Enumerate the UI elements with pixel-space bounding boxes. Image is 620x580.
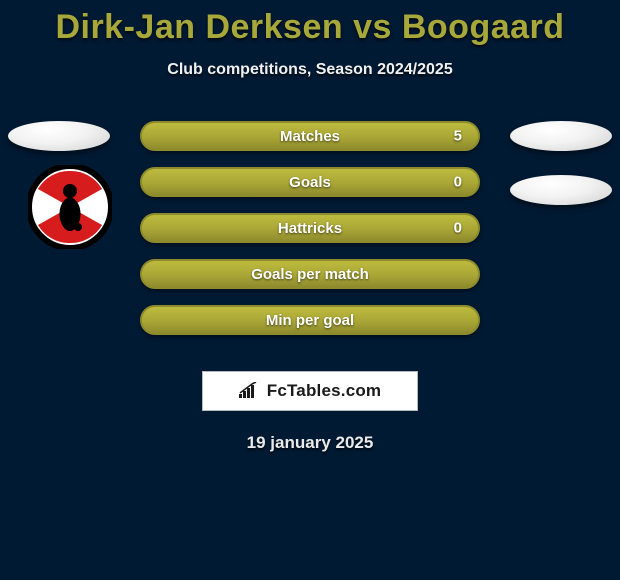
date-text: 19 january 2025 [0,433,620,453]
stat-bar-goals-per-match: Goals per match [140,259,480,289]
stat-label: Hattricks [278,220,342,237]
stat-label: Goals per match [251,266,369,283]
left-player-club-badge [28,165,112,249]
stat-bar-matches: Matches 5 [140,121,480,151]
page-title: Dirk-Jan Derksen vs Boogaard [0,0,620,47]
stat-label: Goals [289,174,331,191]
left-player-avatar-placeholder [8,121,110,151]
stat-bar-hattricks: Hattricks 0 [140,213,480,243]
right-player-avatar-placeholder-2 [510,175,612,205]
stat-label: Matches [280,128,340,145]
stat-label: Min per goal [266,312,354,329]
compare-area: Matches 5 Goals 0 Hattricks 0 Goals per … [0,121,620,351]
stat-value-right: 0 [454,174,462,191]
stat-value-right: 0 [454,220,462,237]
footer-brand-badge: FcTables.com [202,371,418,411]
right-player-avatar-placeholder-1 [510,121,612,151]
stat-value-right: 5 [454,128,462,145]
club-badge-icon [28,165,112,249]
stat-bar-min-per-goal: Min per goal [140,305,480,335]
bar-chart-icon [239,382,261,400]
stat-bars: Matches 5 Goals 0 Hattricks 0 Goals per … [140,121,480,351]
stat-bar-goals: Goals 0 [140,167,480,197]
subtitle: Club competitions, Season 2024/2025 [0,61,620,79]
footer-brand-text: FcTables.com [267,381,382,401]
